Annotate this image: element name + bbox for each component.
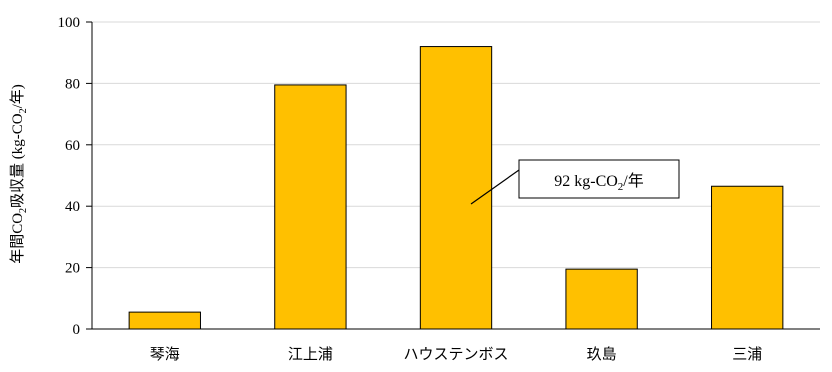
x-tick-label: 三浦 <box>732 346 762 363</box>
bars <box>128 46 784 330</box>
y-axis-label-suffix: /年) <box>9 84 26 108</box>
annotation-text: 92 kg-CO2/年 <box>554 172 644 193</box>
bar <box>419 46 493 330</box>
y-axis: 0 20 40 60 80 100 <box>58 15 93 338</box>
y-axis-label-sub: 2 <box>18 208 29 213</box>
y-axis-label-middle: 吸収量 (kg-CO <box>9 113 26 208</box>
bar <box>565 268 638 330</box>
y-tick-label: 20 <box>65 261 80 277</box>
annotation-box <box>518 159 680 199</box>
y-tick-label: 80 <box>65 76 80 92</box>
y-tick-label: 100 <box>58 15 81 31</box>
annotation-main: 92 kg-CO <box>554 173 618 190</box>
x-tick-label: 江上浦 <box>288 346 333 363</box>
x-tick-label: 琴海 <box>150 346 180 363</box>
annotation-suffix: /年 <box>623 172 643 190</box>
annotation-leader-line <box>470 169 520 205</box>
y-tick-label: 60 <box>65 138 80 154</box>
y-tick-label: 0 <box>73 322 81 338</box>
annotation-callout: 92 kg-CO2/年 <box>470 159 680 205</box>
y-tick-label: 40 <box>65 199 80 215</box>
x-tick-label: ハウステンボス <box>403 346 508 363</box>
y-axis-label-sub2: 2 <box>18 108 29 113</box>
bar <box>128 311 201 330</box>
bar <box>274 84 347 330</box>
annotation-sub: 2 <box>618 181 624 193</box>
bar <box>711 185 784 330</box>
x-axis: 琴海 江上浦 ハウステンボス 玖島 三浦 <box>92 328 820 363</box>
y-axis-label-prefix: 年間CO <box>9 213 26 264</box>
y-axis-label: 年間CO2吸収量 (kg-CO2/年) <box>9 84 29 264</box>
x-tick-label: 玖島 <box>587 346 617 363</box>
